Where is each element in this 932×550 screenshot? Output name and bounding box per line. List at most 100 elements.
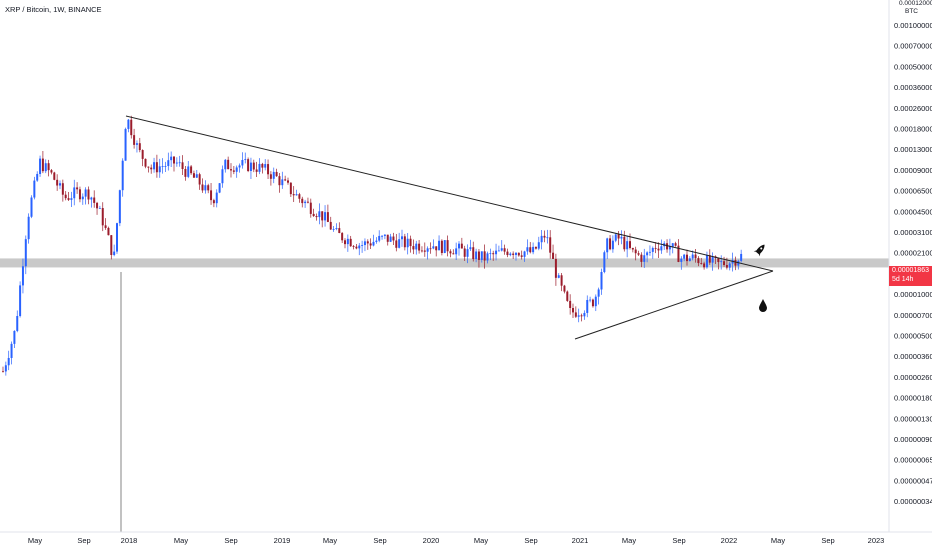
bar-countdown: 5d 14h xyxy=(892,276,914,283)
candle-body xyxy=(309,202,312,214)
rocket-icon xyxy=(753,244,765,257)
candle-body xyxy=(212,200,215,204)
candle-body xyxy=(503,248,506,252)
candle-body xyxy=(241,160,244,166)
candle-body xyxy=(96,202,99,209)
time-tick-label: Sep xyxy=(821,536,834,545)
candle-body xyxy=(230,169,232,171)
candle-body xyxy=(640,254,643,262)
price-tick-label: 0.00000260 xyxy=(894,373,932,382)
candle-body xyxy=(210,190,213,201)
candle-body xyxy=(184,169,187,177)
price-tick-label: 0.00018000 xyxy=(894,125,932,134)
time-tick-label: Sep xyxy=(77,536,90,545)
upper-trendline[interactable] xyxy=(125,115,774,272)
candle-body xyxy=(554,258,557,278)
candle-body xyxy=(369,243,372,246)
price-tick-label: 0.00000360 xyxy=(894,352,932,361)
candle-body xyxy=(614,234,617,241)
candle-body xyxy=(98,208,101,209)
candle-body xyxy=(19,285,22,317)
candle-body xyxy=(683,254,686,259)
candle-body xyxy=(703,263,706,268)
time-tick-label: May xyxy=(474,536,488,545)
time-tick-label: May xyxy=(323,536,337,545)
candle-body xyxy=(116,223,118,252)
candle-body xyxy=(543,235,546,238)
candle-body xyxy=(332,229,335,230)
candle-body xyxy=(221,169,224,184)
price-tick-label: 0.00000065 xyxy=(894,456,932,465)
candle-body xyxy=(349,238,352,247)
candle-body xyxy=(580,315,583,317)
candle-body xyxy=(668,246,671,250)
candle-body xyxy=(76,187,79,190)
candle-body xyxy=(440,240,443,253)
candle-body xyxy=(158,166,161,173)
price-tick-label: 0.00013000 xyxy=(894,145,932,154)
candle-body xyxy=(84,189,87,197)
candle-body xyxy=(420,250,423,252)
candle-body xyxy=(409,238,412,247)
last-price-value: 0.00001863 xyxy=(892,267,929,274)
candle-body xyxy=(255,169,258,172)
candle-body xyxy=(301,198,304,204)
candle-body xyxy=(480,251,483,260)
candle-body xyxy=(147,166,150,168)
candle-body xyxy=(711,256,714,263)
candle-body xyxy=(401,236,403,240)
candle-body xyxy=(269,174,272,179)
candle-body xyxy=(47,163,50,171)
candle-body xyxy=(557,275,560,278)
candle-body xyxy=(361,245,364,246)
time-tick-label: 2020 xyxy=(423,536,440,545)
price-tick-label: 0.00000090 xyxy=(894,435,932,444)
candles-layer xyxy=(2,115,743,376)
candle-body xyxy=(78,189,81,200)
candle-body xyxy=(187,166,190,177)
candle-body xyxy=(626,241,629,250)
drop-icon xyxy=(759,299,767,312)
candle-body xyxy=(281,179,284,186)
candle-body xyxy=(198,174,201,185)
time-tick-label: 2023 xyxy=(868,536,885,545)
candle-body xyxy=(298,194,301,199)
candle-body xyxy=(238,165,241,168)
time-axis[interactable]: May Sep 2018 May Sep 2019 May Sep 2020 May Sep 2021… xyxy=(0,531,932,545)
time-tick-label: 2022 xyxy=(721,536,738,545)
candle-body xyxy=(603,252,606,272)
candle-body xyxy=(520,255,523,257)
candle-body xyxy=(549,237,552,253)
candle-body xyxy=(697,258,700,264)
candle-body xyxy=(2,371,4,373)
candle-body xyxy=(381,235,384,237)
candle-body xyxy=(383,234,386,236)
candle-body xyxy=(423,250,426,252)
candle-body xyxy=(4,365,7,372)
candle-body xyxy=(278,176,281,186)
candle-body xyxy=(452,253,455,255)
lower-trendline[interactable] xyxy=(574,270,774,340)
candle-body xyxy=(597,289,600,297)
price-tick-label: 0.00036000 xyxy=(894,83,932,92)
candle-body xyxy=(666,243,669,250)
time-tick-label: May xyxy=(622,536,636,545)
candle-body xyxy=(272,171,275,179)
candle-body xyxy=(657,248,660,251)
time-tick-label: 2018 xyxy=(121,536,138,545)
candle-body xyxy=(252,162,255,170)
price-tick-label: 0.00000180 xyxy=(894,394,932,403)
candle-body xyxy=(130,119,133,136)
candle-body xyxy=(460,243,463,249)
candle-body xyxy=(694,254,697,259)
time-tick-label: May xyxy=(28,536,42,545)
candle-body xyxy=(295,194,298,196)
candle-body xyxy=(546,237,549,239)
candle-body xyxy=(563,285,566,292)
candle-body xyxy=(275,171,278,177)
candle-body xyxy=(64,194,67,199)
candle-body xyxy=(173,156,175,164)
candle-body xyxy=(651,247,654,252)
candle-body xyxy=(312,213,315,217)
